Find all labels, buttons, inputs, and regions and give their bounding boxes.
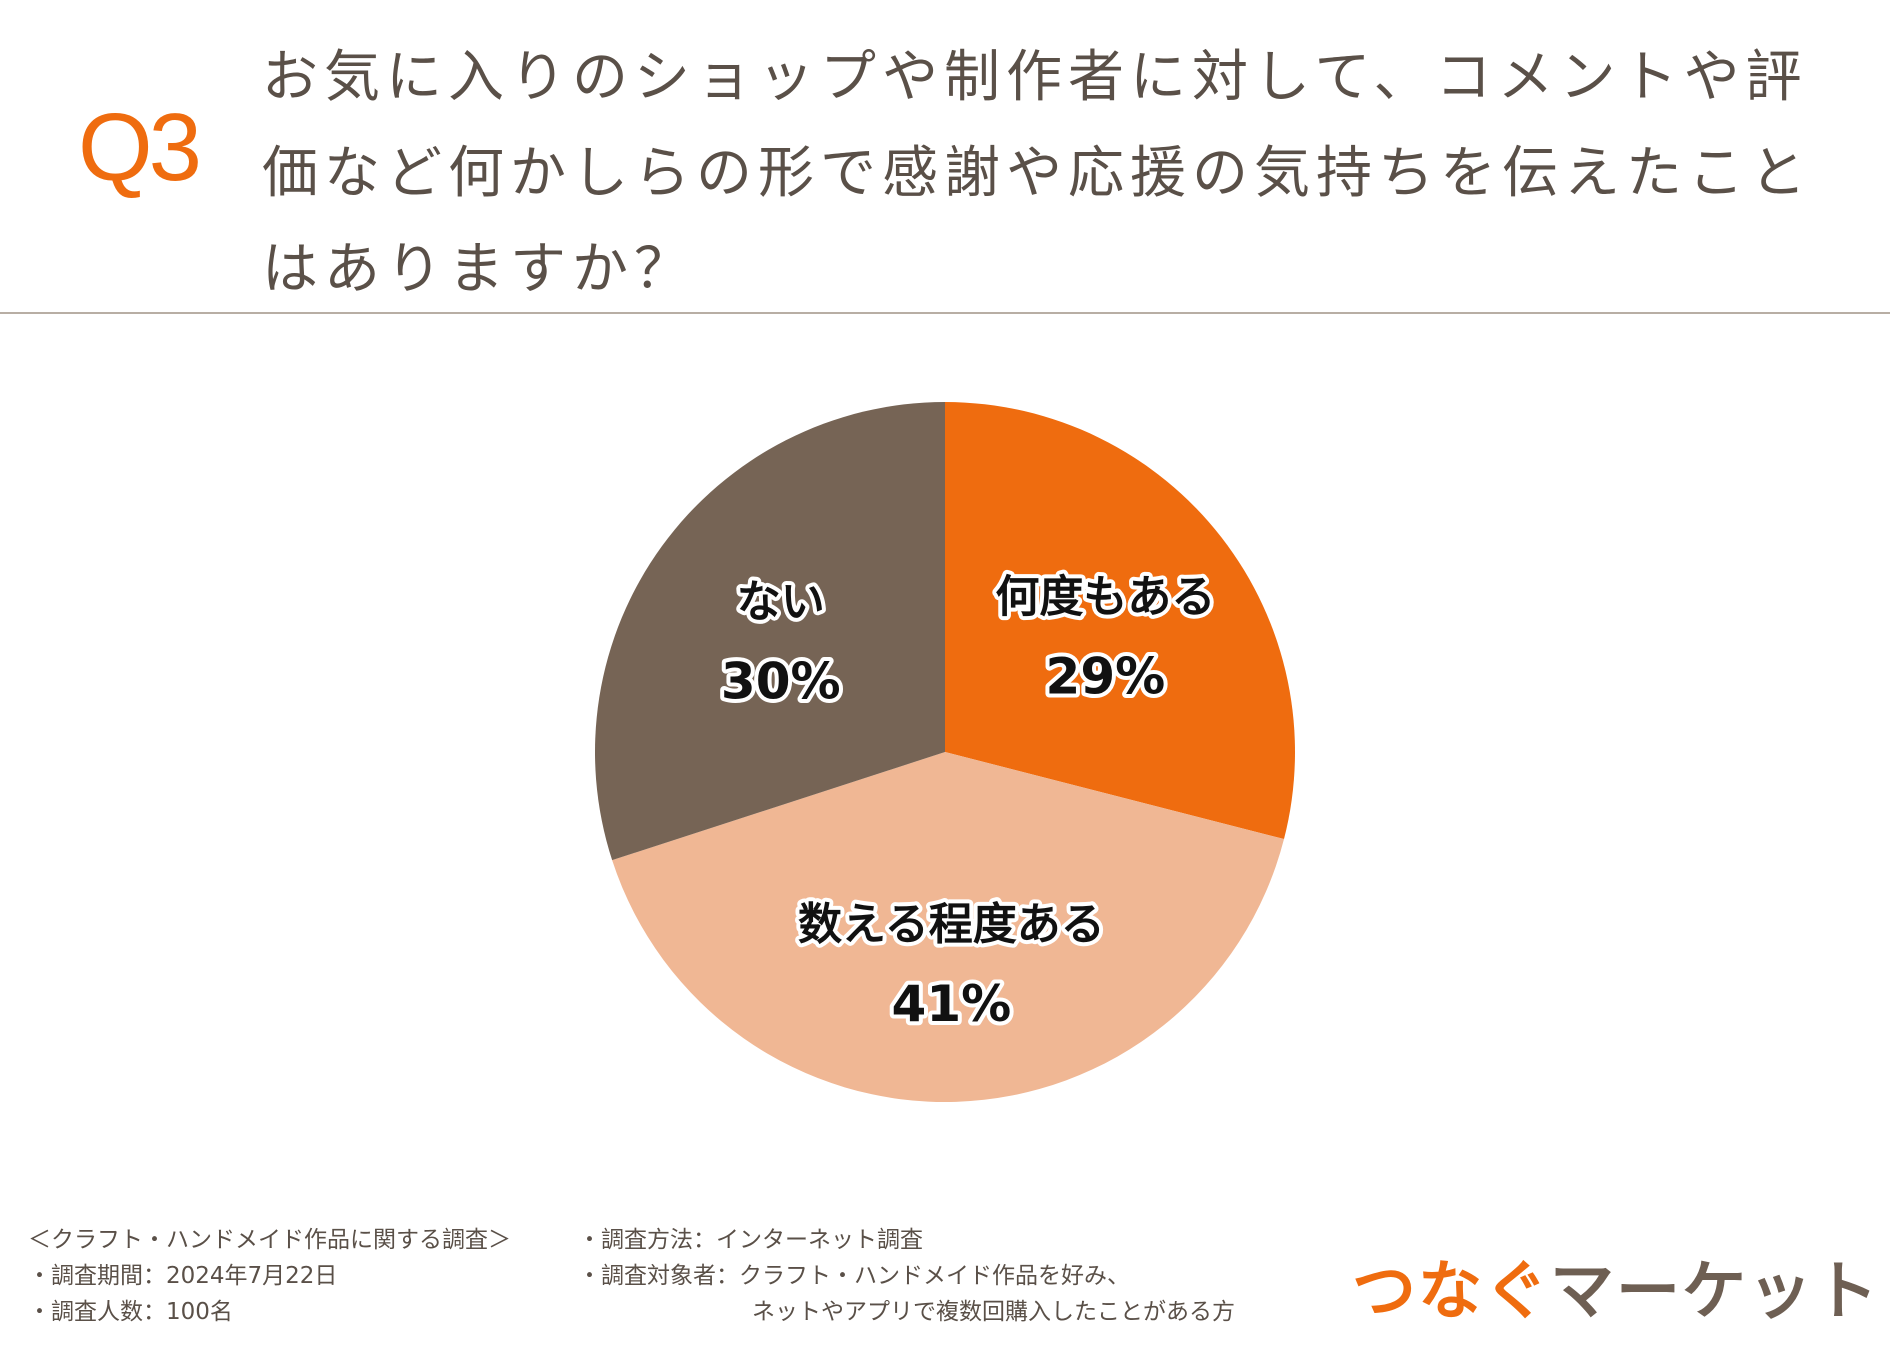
survey-period: ・調査期間：2024年7月22日 (28, 1263, 338, 1289)
slice-value-label: 30% (721, 653, 841, 711)
header: Q3 お気に入りのショップや制作者に対して、コメントや評価など何かしらの形で感謝… (0, 0, 1890, 314)
survey-notes-left: ＜クラフト・ハンドメイド作品に関する調査＞ ・調査期間：2024年7月22日 ・… (28, 1222, 511, 1330)
pie-chart: 何度もある 29% 数える程度ある 41% ない 30% (595, 402, 1295, 1102)
survey-target: ・調査対象者：クラフト・ハンドメイド作品を好み、 (578, 1263, 1130, 1289)
pie-slice (945, 402, 1295, 840)
slice-label: 数える程度ある (798, 899, 1105, 950)
question-text: お気に入りのショップや制作者に対して、コメントや評価など何かしらの形で感謝や応援… (262, 45, 1812, 302)
logo-part-b: マーケット (1550, 1255, 1880, 1329)
slice-label: 何度もある (995, 572, 1215, 623)
logo-part-a: つなぐ (1352, 1255, 1550, 1329)
question-number: Q3 (78, 94, 202, 201)
survey-target-continued: ネットやアプリで複数回購入したことがある方 (752, 1299, 1235, 1325)
slice-value-label: 41% (892, 975, 1012, 1033)
survey-name: ＜クラフト・ハンドメイド作品に関する調査＞ (28, 1227, 511, 1253)
survey-method: ・調査方法：インターネット調査 (578, 1227, 923, 1253)
pie-slice (612, 752, 1285, 1102)
survey-notes-right: ・調査方法：インターネット調査 ・調査対象者：クラフト・ハンドメイド作品を好み、… (578, 1222, 1235, 1330)
brand-logo: つなぐマーケット (1352, 1240, 1880, 1332)
slice-label: ない (737, 577, 825, 628)
pie-slice (595, 402, 945, 861)
survey-sample: ・調査人数：100名 (28, 1299, 233, 1325)
slice-value-label: 29% (1046, 648, 1166, 706)
